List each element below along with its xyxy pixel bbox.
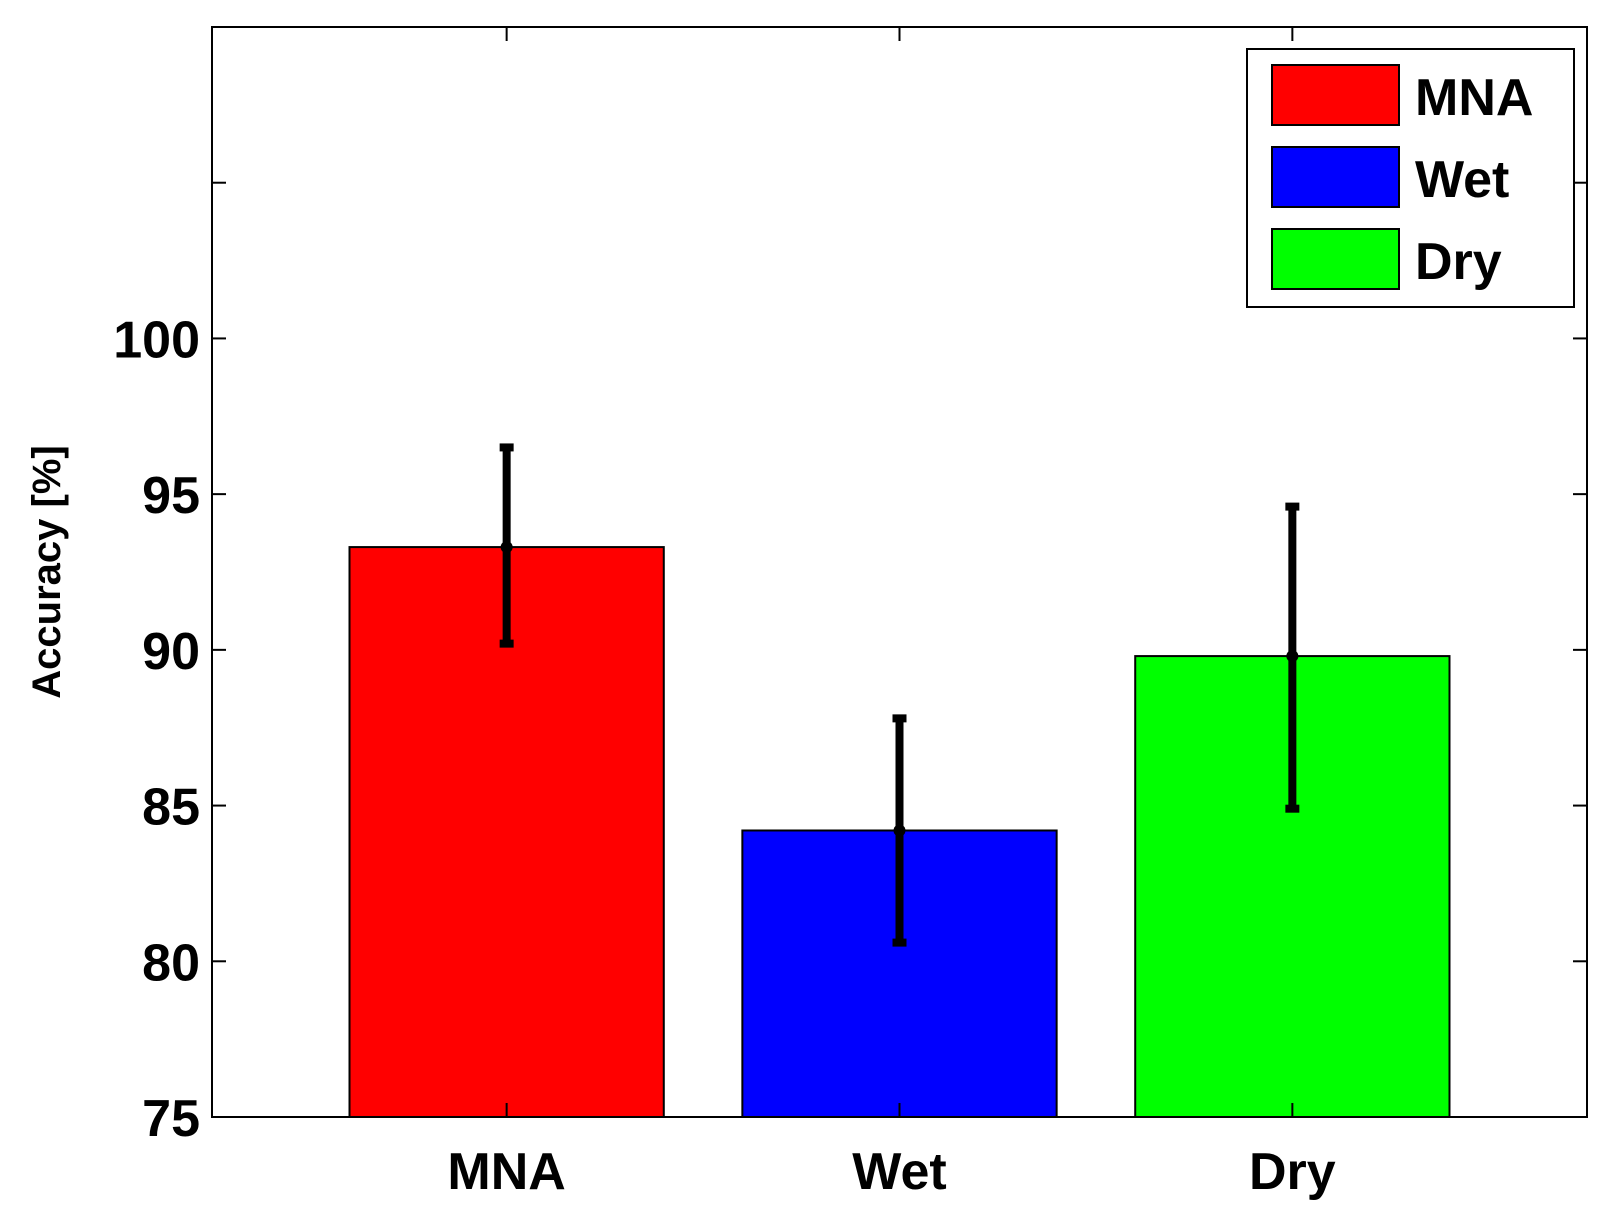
plot-frame bbox=[211, 26, 1588, 1118]
x-tick-labels: MNA Wet Dry bbox=[447, 1143, 1335, 1201]
x-tick-label-mna: MNA bbox=[447, 1143, 565, 1201]
y-tick-label: 85 bbox=[142, 779, 200, 837]
mean-marker-wet bbox=[893, 824, 906, 837]
y-tick-label: 80 bbox=[142, 934, 200, 992]
legend: MNA Wet Dry bbox=[1246, 48, 1575, 308]
error-bars-group bbox=[499, 443, 1300, 947]
legend-swatch-mna bbox=[1271, 64, 1400, 126]
x-tick-label-dry: Dry bbox=[1249, 1143, 1336, 1201]
legend-swatch-dry bbox=[1271, 228, 1400, 290]
legend-label-dry: Dry bbox=[1415, 233, 1502, 291]
mean-marker-mna bbox=[500, 541, 513, 554]
y-axis-label: Accuracy [%] bbox=[25, 445, 69, 698]
y-tick-label: 90 bbox=[142, 623, 200, 681]
legend-label-wet: Wet bbox=[1415, 151, 1509, 209]
y-tick-label: 95 bbox=[142, 467, 200, 525]
y-tick-label: 75 bbox=[142, 1090, 200, 1148]
legend-swatch-wet bbox=[1271, 146, 1400, 208]
y-tick-labels: 75 80 85 90 95 100 bbox=[113, 311, 200, 1148]
x-tick-label-wet: Wet bbox=[852, 1143, 946, 1201]
legend-label-mna: MNA bbox=[1415, 69, 1533, 127]
mean-marker-dry bbox=[1286, 650, 1299, 663]
y-tick-label: 100 bbox=[113, 311, 200, 369]
